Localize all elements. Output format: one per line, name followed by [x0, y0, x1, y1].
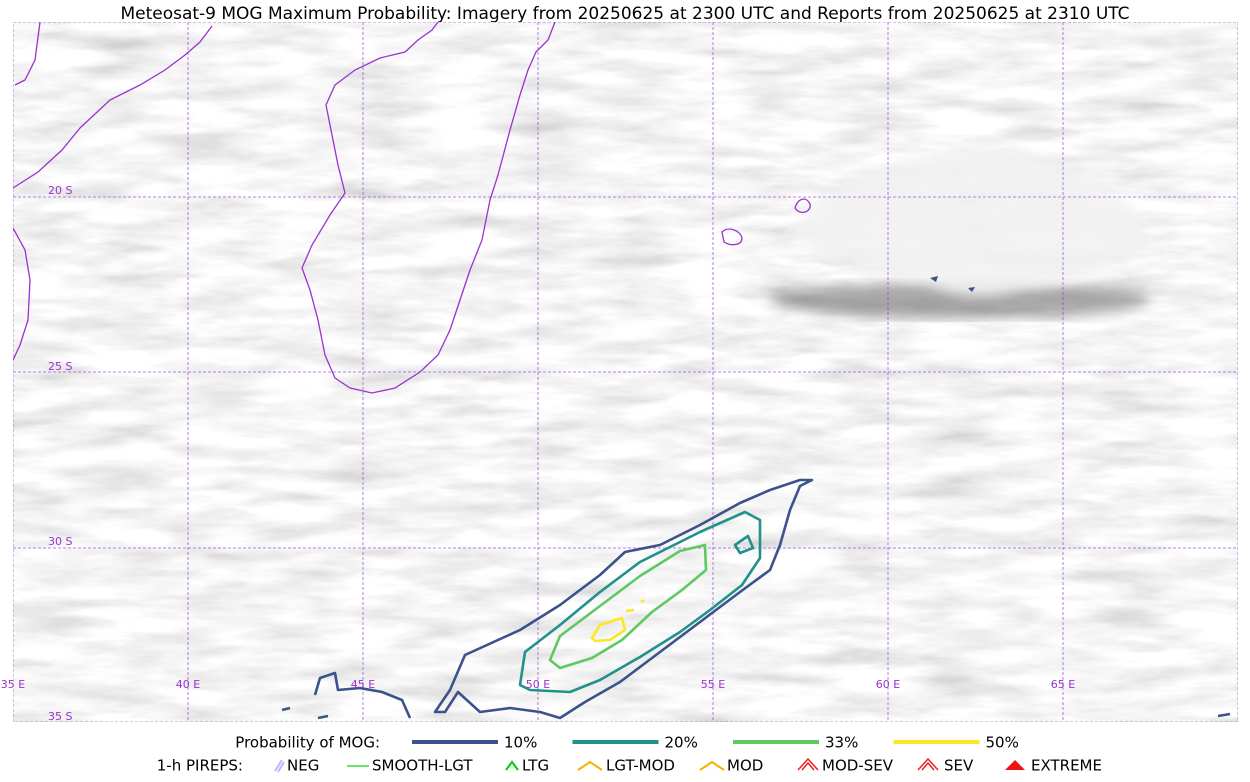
coastlines [13, 22, 811, 394]
contour-20 [518, 510, 762, 694]
pirep-icon [797, 757, 819, 771]
lat-label: 35 S [48, 710, 72, 723]
contour-10 [1217, 712, 1231, 718]
island-coast [794, 198, 811, 214]
contour-20 [733, 534, 755, 555]
contour-blob [930, 276, 975, 292]
legend-label: SEV [944, 757, 974, 775]
grid [13, 22, 1238, 722]
lat-label: 20 S [48, 184, 72, 197]
lon-label: 45 E [351, 678, 375, 691]
africa-coast [13, 227, 31, 361]
contour-33 [548, 543, 708, 670]
cloud-shadow [770, 282, 1150, 318]
grid-labels: 20 S 25 S 30 S 35 S 35 E 40 E 45 E 50 E 55 E 60 E… [1, 184, 1075, 723]
map-title: Meteosat-9 MOG Maximum Probability: Imag… [120, 4, 1129, 24]
africa-coast [13, 25, 213, 189]
pirep-icon [274, 759, 285, 773]
contour-10 [281, 671, 412, 720]
legend-label: SMOOTH-LGT [372, 757, 473, 775]
legend-label: MOD-SEV [822, 757, 894, 775]
pirep-icon [917, 757, 939, 771]
lon-label: 65 E [1051, 678, 1075, 691]
legend-label: 50% [986, 734, 1019, 752]
contour-50 [590, 598, 645, 643]
lon-label: 60 E [876, 678, 900, 691]
legend-label: 10% [504, 734, 537, 752]
legend-label: MOD [727, 757, 763, 775]
legend-label: NEG [287, 757, 319, 775]
lat-label: 30 S [48, 535, 72, 548]
legend-title: 1-h PIREPS: [157, 757, 243, 775]
africa-coast [14, 22, 41, 86]
legend-label: 33% [825, 734, 858, 752]
legend-label: LTG [522, 757, 549, 775]
lon-label: 40 E [176, 678, 200, 691]
pirep-icon [699, 760, 725, 771]
legend: Probability of MOG: 10% 20% 33% 50% 1-h PIREP… [157, 734, 1102, 775]
pirep-icon [505, 760, 519, 771]
madagascar-coast [301, 22, 556, 394]
lon-label: 55 E [701, 678, 725, 691]
lat-label: 25 S [48, 360, 72, 373]
cloud [790, 148, 1141, 297]
island-coast [721, 228, 743, 246]
pirep-icon [1005, 760, 1025, 770]
legend-label: 20% [665, 734, 698, 752]
lon-label: 50 E [526, 678, 550, 691]
legend-label: EXTREME [1031, 757, 1102, 775]
map [13, 22, 1238, 722]
contour-10 [433, 478, 814, 720]
lon-label: 35 E [1, 678, 25, 691]
legend-title: Probability of MOG: [235, 734, 380, 752]
probability-contours [281, 478, 1231, 720]
legend-label: LGT-MOD [606, 757, 675, 775]
pirep-icon [577, 760, 603, 771]
